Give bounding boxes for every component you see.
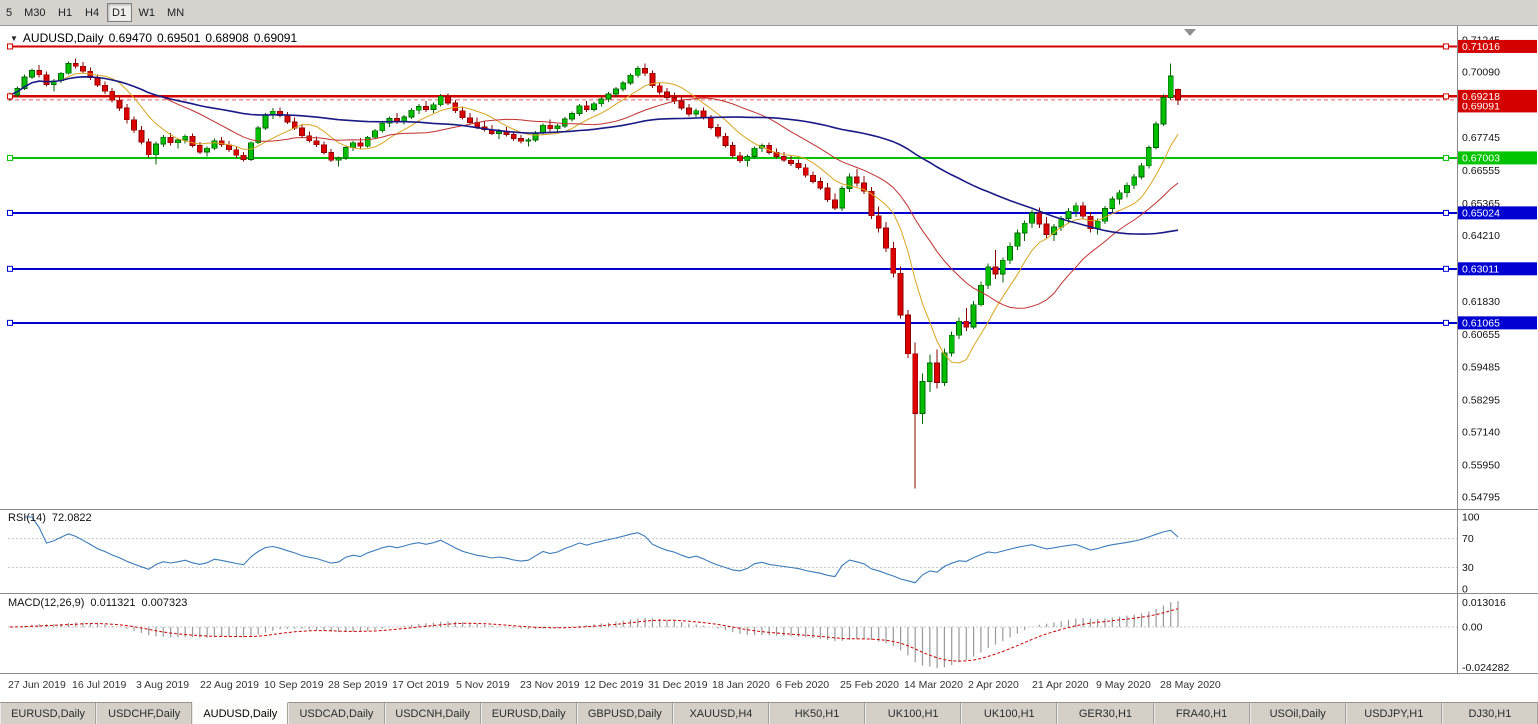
tab-eurusd-daily[interactable]: EURUSD,Daily	[480, 703, 577, 724]
chart-symbol-label: AUDUSD,Daily	[22, 31, 104, 45]
svg-text:0.66555: 0.66555	[1462, 165, 1500, 177]
ma-line-55	[9, 75, 1179, 235]
tab-xauusd-h4[interactable]: XAUUSD,H4	[672, 703, 769, 724]
tab-dj30-h1[interactable]: DJ30,H1	[1441, 703, 1538, 724]
date-label: 12 Dec 2019	[584, 679, 644, 691]
macd-header: MACD(12,26,9) 0.011321 0.007323	[8, 597, 187, 609]
macd-signal-line	[9, 608, 1179, 662]
date-axis[interactable]: 27 Jun 2019 16 Jul 2019 3 Aug 2019 22 Aug 2…	[0, 679, 1457, 695]
svg-text:0.71016: 0.71016	[1462, 41, 1500, 53]
svg-text:0.65024: 0.65024	[1462, 207, 1500, 219]
ma-line-8	[9, 72, 1179, 364]
tab-usdcad-daily[interactable]: USDCAD,Daily	[288, 703, 385, 724]
svg-text:0.59485: 0.59485	[1462, 361, 1500, 373]
tab-audusd-daily[interactable]: AUDUSD,Daily	[192, 702, 289, 724]
timeframe-toolbar: 5 M30 H1 H4 D1 W1 MN	[0, 0, 1538, 26]
ma-line-20	[9, 76, 1179, 309]
svg-text:0.63011: 0.63011	[1462, 263, 1499, 275]
timeframe-button-w1[interactable]: W1	[138, 6, 156, 19]
date-label: 5 Nov 2019	[456, 679, 510, 691]
timeframe-button-d1[interactable]: D1	[106, 3, 132, 22]
rsi-panel: 100 70 30 0	[8, 512, 1480, 596]
macd-main-value: 0.011321	[90, 597, 136, 609]
tab-usoil-daily[interactable]: USOil,Daily	[1249, 703, 1346, 724]
chart-menu-arrow-icon[interactable]: ▼	[10, 33, 18, 43]
svg-text:0.57140: 0.57140	[1462, 426, 1500, 438]
svg-text:0.54795: 0.54795	[1462, 492, 1500, 504]
svg-text:0.61065: 0.61065	[1462, 317, 1500, 329]
date-label: 28 Sep 2019	[328, 679, 388, 691]
timeframe-button-mn[interactable]: MN	[167, 6, 185, 19]
chart-shift-marker-icon[interactable]	[1184, 29, 1196, 36]
date-label: 17 Oct 2019	[392, 679, 450, 691]
date-label: 22 Aug 2019	[200, 679, 259, 691]
svg-text:100: 100	[1462, 512, 1480, 524]
date-label: 31 Dec 2019	[648, 679, 708, 691]
svg-text:0.61830: 0.61830	[1462, 296, 1500, 308]
date-label: 6 Feb 2020	[776, 679, 830, 691]
svg-text:30: 30	[1462, 562, 1474, 574]
svg-text:0.58295: 0.58295	[1462, 394, 1500, 406]
timeframe-button-5[interactable]: 5	[6, 6, 13, 19]
macd-title-label: MACD(12,26,9)	[8, 597, 85, 609]
date-label: 3 Aug 2019	[136, 679, 190, 691]
rsi-title-label: RSI(14)	[8, 512, 46, 524]
date-label: 9 May 2020	[1096, 679, 1151, 691]
tab-hk50-h1[interactable]: HK50,H1	[769, 703, 866, 724]
tab-gbpusd-daily[interactable]: GBPUSD,Daily	[576, 703, 673, 724]
date-label: 14 Mar 2020	[904, 679, 963, 691]
svg-text:0.67745: 0.67745	[1462, 132, 1500, 144]
macd-axis-labels: 0.013016 0.00 -0.024282	[1462, 597, 1509, 674]
date-label: 25 Feb 2020	[840, 679, 899, 691]
rsi-line	[24, 516, 1179, 584]
tab-eurusd-daily[interactable]: EURUSD,Daily	[0, 703, 97, 724]
ohlc-close: 0.69091	[253, 31, 298, 45]
svg-text:0.67003: 0.67003	[1462, 152, 1500, 164]
symbol-tabbar: EURUSD,Daily USDCHF,Daily AUDUSD,Daily USDC…	[0, 702, 1538, 724]
date-label: 18 Jan 2020	[712, 679, 770, 691]
tab-usdchf-daily[interactable]: USDCHF,Daily	[96, 703, 193, 724]
svg-text:0.00: 0.00	[1462, 622, 1483, 634]
date-label: 23 Nov 2019	[520, 679, 580, 691]
hline-handles[interactable]	[7, 43, 1449, 326]
tab-usdcnh-daily[interactable]: USDCNH,Daily	[384, 703, 481, 724]
tab-ger30-h1[interactable]: GER30,H1	[1057, 703, 1154, 724]
date-label: 10 Sep 2019	[264, 679, 324, 691]
timeframe-button-m30[interactable]: M30	[24, 6, 46, 19]
rsi-value: 72.0822	[51, 512, 92, 524]
rsi-header: RSI(14) 72.0822	[8, 512, 92, 524]
timeframe-button-h1[interactable]: H1	[58, 6, 73, 19]
svg-text:0.013016: 0.013016	[1462, 597, 1506, 609]
tab-uk100-h1[interactable]: UK100,H1	[961, 703, 1058, 724]
price-chart-canvas[interactable]: 0.712450.700900.689350.677450.665550.653…	[0, 26, 1538, 702]
ohlc-open: 0.69470	[108, 31, 152, 45]
date-label: 27 Jun 2019	[8, 679, 66, 691]
price-badges: 0.69091 0.71016 0.69218 0.67003 0.65024 0.630…	[1458, 39, 1537, 330]
svg-text:0.60655: 0.60655	[1462, 329, 1500, 341]
svg-text:0.70090: 0.70090	[1462, 67, 1500, 79]
svg-text:0: 0	[1462, 584, 1468, 596]
tab-usdjpy-h1[interactable]: USDJPY,H1	[1345, 703, 1442, 724]
chart-title: ▼ AUDUSD,Daily 0.69470 0.69501 0.68908 0…	[10, 31, 297, 45]
svg-text:0.55950: 0.55950	[1462, 459, 1500, 471]
tab-fra40-h1[interactable]: FRA40,H1	[1153, 703, 1250, 724]
svg-text:0.69218: 0.69218	[1462, 91, 1500, 103]
panel-separators	[0, 26, 1538, 674]
macd-signal-value: 0.007323	[141, 597, 188, 609]
date-label: 28 May 2020	[1160, 679, 1221, 691]
timeframe-button-h4[interactable]: H4	[85, 6, 100, 19]
ohlc-low: 0.68908	[205, 31, 249, 45]
tab-uk100-h1[interactable]: UK100,H1	[865, 703, 962, 724]
svg-text:70: 70	[1462, 533, 1474, 545]
date-label: 16 Jul 2019	[72, 679, 127, 691]
svg-text:0.69091: 0.69091	[1462, 100, 1500, 112]
ohlc-high: 0.69501	[157, 31, 201, 45]
date-label: 21 Apr 2020	[1032, 679, 1089, 691]
svg-text:0.64210: 0.64210	[1462, 230, 1500, 242]
date-label: 2 Apr 2020	[968, 679, 1019, 691]
svg-text:-0.024282: -0.024282	[1462, 662, 1509, 674]
